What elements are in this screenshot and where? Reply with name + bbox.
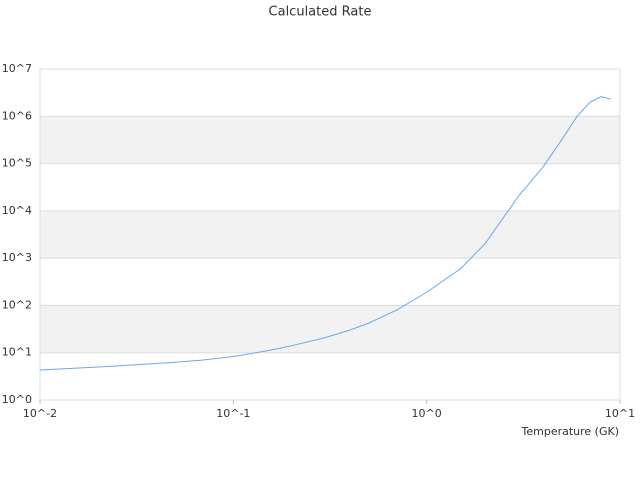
y-tick-label: 10^0 — [2, 393, 32, 406]
y-tick-label: 10^5 — [2, 157, 32, 170]
y-tick-label: 10^7 — [2, 62, 32, 75]
x-tick-label: 10^-1 — [216, 407, 250, 420]
y-tick-label: 10^3 — [2, 251, 32, 264]
y-tick-label: 10^6 — [2, 109, 32, 122]
grid-band — [40, 305, 620, 353]
x-tick-label: 10^1 — [605, 407, 635, 420]
grid-band — [40, 210, 620, 259]
x-tick-label: 10^0 — [412, 407, 442, 420]
grid-band — [40, 116, 620, 164]
y-tick-label: 10^2 — [2, 298, 32, 311]
chart-title: Calculated Rate — [269, 5, 372, 20]
x-axis-label: Temperature (GK) — [521, 425, 620, 438]
data-line — [39, 96, 612, 371]
y-tick-label: 10^4 — [2, 204, 32, 217]
x-tick-label: 10^-2 — [23, 407, 57, 420]
y-tick-label: 10^1 — [2, 346, 32, 359]
